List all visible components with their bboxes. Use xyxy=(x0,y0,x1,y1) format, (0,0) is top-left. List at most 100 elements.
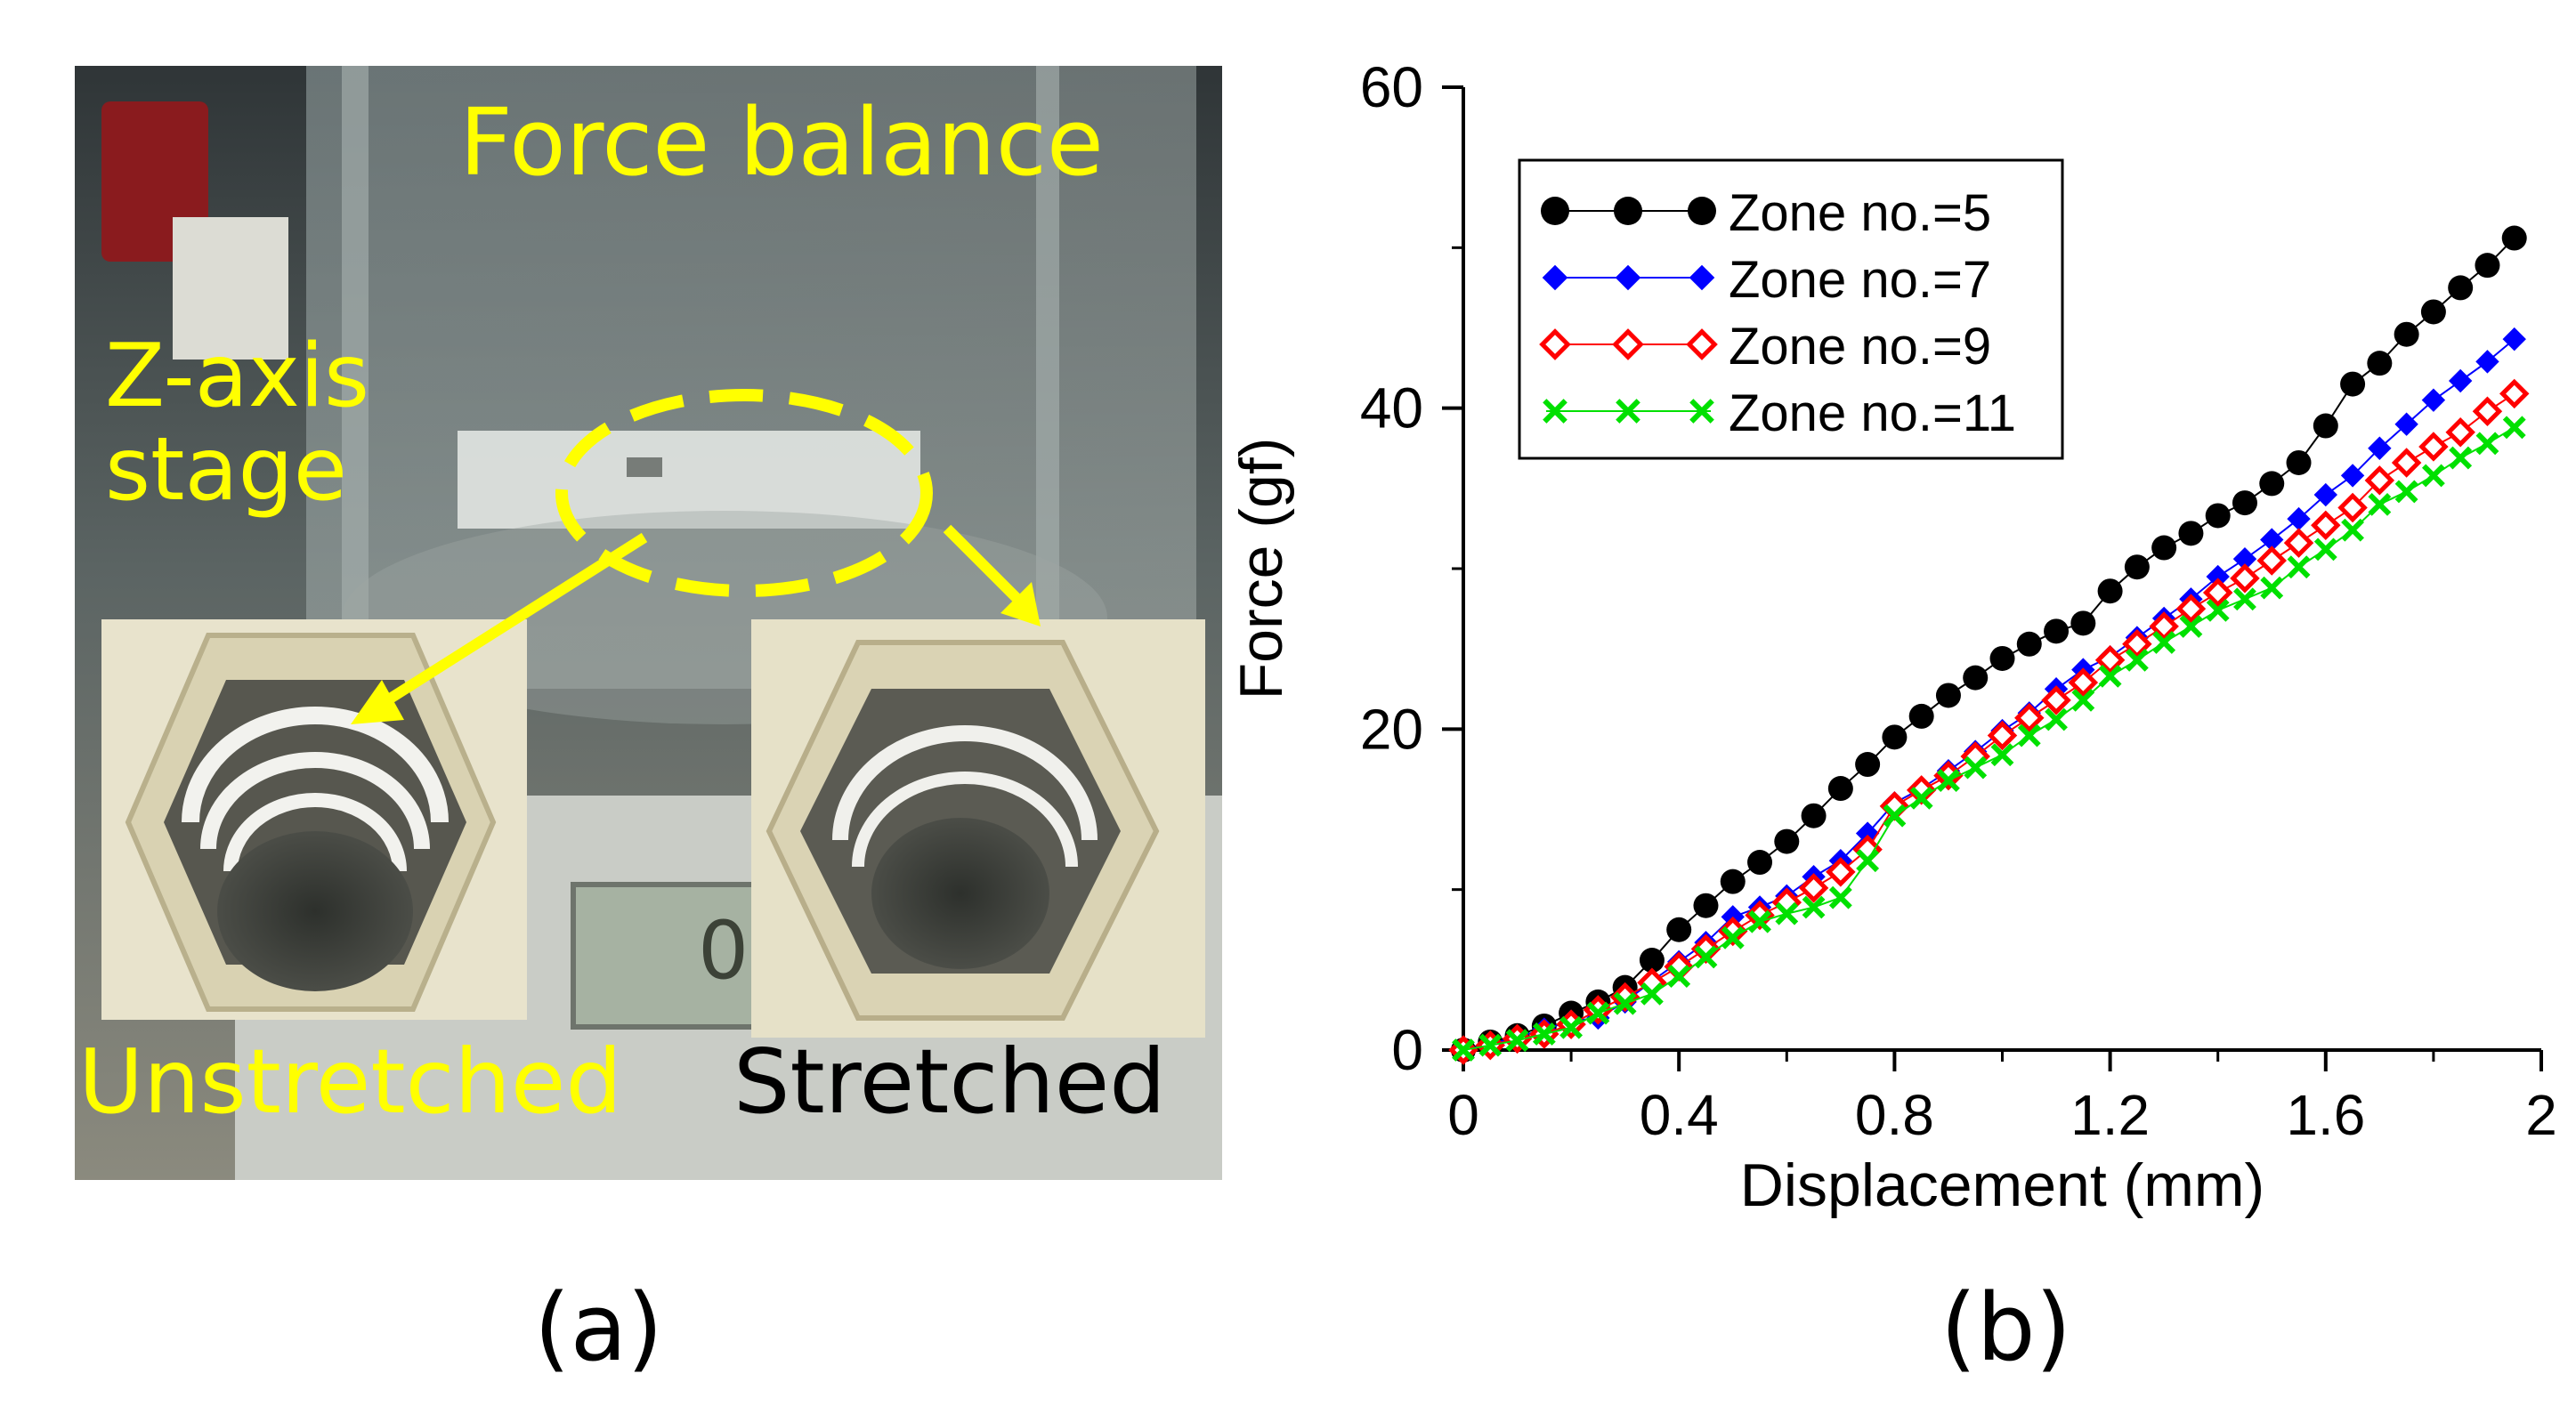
data-point xyxy=(1855,821,1880,845)
x-tick-label: 0.8 xyxy=(1855,1083,1934,1147)
y-tick-label: 40 xyxy=(1360,376,1423,440)
y-tick-label: 20 xyxy=(1360,697,1423,761)
stage-arm xyxy=(173,217,288,360)
data-point xyxy=(1802,895,1826,919)
data-point xyxy=(1720,869,1746,894)
data-point xyxy=(2311,510,2341,541)
series-line xyxy=(1462,237,2515,1051)
sample-slot xyxy=(627,457,662,477)
data-point xyxy=(2472,396,2503,427)
chart-series xyxy=(1448,225,2530,1065)
data-point xyxy=(2098,664,2122,688)
data-point xyxy=(2097,578,2123,604)
data-point xyxy=(2391,448,2422,478)
stretched-label: Stretched xyxy=(733,1030,1166,1134)
sample-holder xyxy=(458,431,920,529)
arrow-to-unstretched xyxy=(374,532,648,712)
data-point xyxy=(1989,645,2015,671)
data-point xyxy=(1612,328,1644,360)
data-point xyxy=(1774,828,1800,854)
data-point xyxy=(2502,416,2526,440)
data-point xyxy=(1586,1001,1610,1025)
data-point xyxy=(2475,432,2499,456)
data-point xyxy=(2340,371,2366,397)
data-point xyxy=(2420,299,2446,325)
x-axis-label: Displacement (mm) xyxy=(1740,1151,2264,1219)
data-point xyxy=(2125,648,2149,672)
scale-display-digit: 0 xyxy=(698,904,749,998)
data-point xyxy=(1686,328,1718,360)
data-point xyxy=(2232,546,2257,571)
legend-label: Zone no.=11 xyxy=(1729,384,2016,442)
force-balance-label: Force balance xyxy=(459,88,1104,197)
series-line xyxy=(1462,392,2515,1051)
glass-frame-right xyxy=(1036,66,1059,707)
data-point xyxy=(2202,578,2233,608)
z-axis-label-line1: Z-axis xyxy=(105,326,370,427)
data-point xyxy=(1937,769,1960,792)
data-point xyxy=(2448,275,2474,301)
data-point xyxy=(2044,618,2070,644)
data-point xyxy=(1827,776,1853,802)
data-point xyxy=(2017,723,2041,747)
data-point xyxy=(2016,631,2042,657)
data-point xyxy=(1614,197,1642,225)
z-axis-label-line2: stage xyxy=(105,419,348,521)
data-point xyxy=(2205,503,2231,529)
series-line xyxy=(1462,426,2515,1051)
data-point xyxy=(2070,610,2096,636)
data-point xyxy=(1666,917,1692,942)
data-point xyxy=(1559,1015,1584,1039)
data-point xyxy=(1747,850,1773,876)
data-point xyxy=(1801,803,1827,828)
stretched-inset xyxy=(751,619,1205,1038)
arrow-to-stretched xyxy=(943,524,1023,604)
arrowhead-unstretched xyxy=(351,680,404,724)
data-point xyxy=(2124,554,2150,580)
legend-label: Zone no.=5 xyxy=(1729,184,1991,242)
data-point xyxy=(2260,576,2284,600)
series-zone-no-11 xyxy=(1452,416,2526,1062)
data-point xyxy=(2045,707,2068,731)
photo-panel: Force balance Z-axis stage Unstretched S… xyxy=(75,66,1222,1180)
series-line xyxy=(1462,338,2515,1051)
x-tick-label: 1.2 xyxy=(2070,1083,2150,1147)
data-point xyxy=(1882,724,1908,750)
data-point xyxy=(2286,449,2312,475)
data-point xyxy=(1478,1033,1503,1057)
x-tick-label: 1.6 xyxy=(2286,1083,2365,1147)
data-point xyxy=(1775,901,1799,925)
data-point xyxy=(1689,399,1714,424)
data-point xyxy=(1539,328,1571,360)
data-point xyxy=(2152,631,2176,654)
data-point xyxy=(1964,756,1988,780)
data-point xyxy=(1693,893,1719,918)
data-point xyxy=(2230,563,2260,594)
data-point xyxy=(1828,885,1852,909)
arrowhead-stretched xyxy=(1000,582,1041,626)
y-tick-label: 0 xyxy=(1391,1018,1423,1082)
data-point xyxy=(2421,464,2445,488)
data-point xyxy=(2179,614,2203,638)
data-point xyxy=(2445,416,2475,448)
x-tick-label: 2 xyxy=(2525,1083,2557,1147)
legend-box xyxy=(1518,158,2064,460)
data-point xyxy=(2449,446,2473,470)
data-point xyxy=(2394,480,2418,504)
data-point xyxy=(2149,611,2179,642)
data-point xyxy=(2233,587,2256,611)
data-point xyxy=(2368,492,2392,516)
data-point xyxy=(2340,464,2365,488)
data-point xyxy=(1640,982,1664,1006)
data-point xyxy=(1689,264,1715,291)
data-point xyxy=(2260,528,2284,552)
data-point xyxy=(2287,506,2311,531)
data-point xyxy=(1826,857,1856,887)
data-point xyxy=(2094,645,2126,675)
data-point xyxy=(2206,598,2230,622)
data-point xyxy=(1987,720,2018,751)
data-point xyxy=(1613,991,1637,1015)
data-point xyxy=(2418,432,2449,462)
data-point xyxy=(2501,225,2527,251)
data-point xyxy=(2283,528,2314,558)
